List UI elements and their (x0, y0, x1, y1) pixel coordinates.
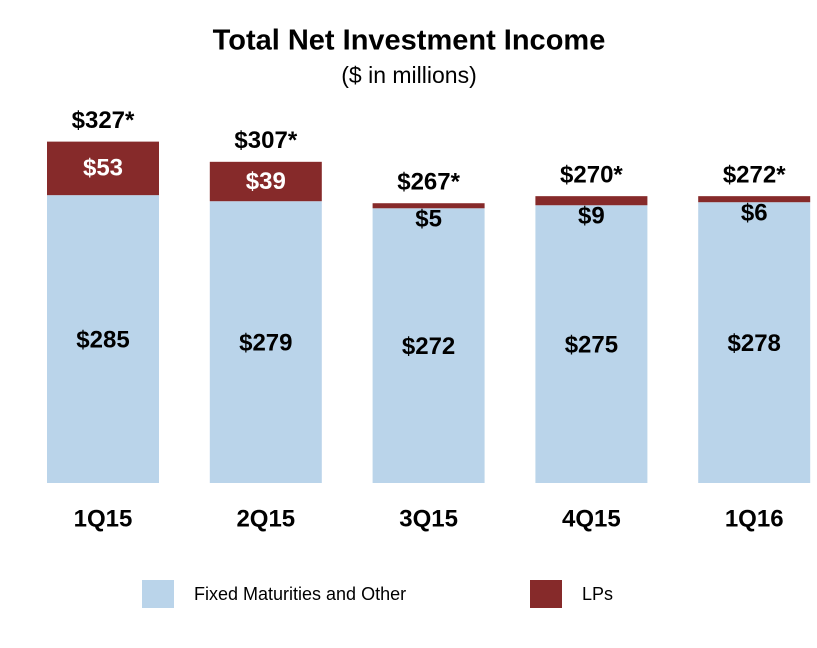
x-tick-label: 3Q15 (399, 505, 458, 532)
data-label: $279 (239, 329, 292, 356)
bar-segment (372, 208, 485, 483)
legend-label: Fixed Maturities and Other (194, 584, 406, 604)
bar-segment (372, 203, 485, 209)
chart-subtitle: ($ in millions) (341, 62, 476, 88)
data-label: $272 (402, 333, 455, 360)
bar-segment (47, 141, 159, 196)
bar-segment (698, 202, 811, 483)
x-tick-label: 2Q15 (236, 505, 295, 532)
x-tick-label: 1Q15 (74, 505, 133, 532)
total-label: $327* (72, 107, 135, 134)
bar-segment (47, 195, 159, 483)
total-label: $270* (560, 162, 623, 189)
bar-segment (209, 161, 322, 202)
x-tick-label: 4Q15 (562, 505, 621, 532)
data-label: $53 (83, 155, 123, 182)
total-label: $272* (723, 162, 786, 189)
data-label: $278 (728, 330, 781, 357)
total-label: $267* (397, 169, 460, 196)
bar-segment (535, 205, 648, 483)
legend-label: LPs (582, 584, 613, 604)
data-label: $6 (741, 200, 768, 227)
legend-swatch (142, 580, 174, 608)
x-tick-label: 1Q16 (725, 505, 784, 532)
data-label: $9 (578, 203, 605, 230)
data-label: $275 (565, 331, 618, 358)
data-label: $39 (246, 168, 286, 195)
bar-segment (209, 201, 322, 483)
data-label: $5 (415, 206, 442, 233)
bar-segment (535, 196, 648, 206)
total-label: $307* (234, 127, 297, 154)
legend-swatch (530, 580, 562, 608)
bar-segment (698, 196, 811, 203)
data-label: $285 (76, 326, 129, 353)
chart-title: Total Net Investment Income (213, 25, 606, 57)
